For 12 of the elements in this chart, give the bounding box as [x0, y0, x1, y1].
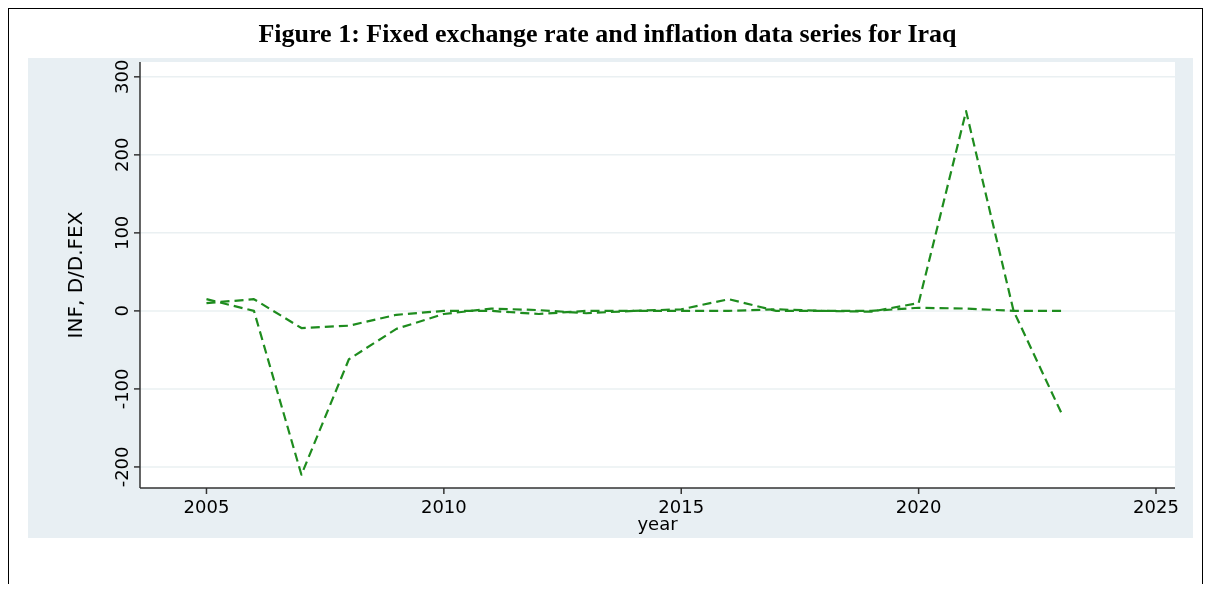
y-tick-label: 300 — [111, 59, 132, 94]
x-tick-label: 2020 — [895, 496, 942, 517]
y-tick-label: -200 — [111, 446, 132, 488]
chart-title: Figure 1: Fixed exchange rate and inflation data series for Iraq — [258, 19, 958, 48]
y-axis-title: INF, D/D.FEX — [63, 211, 87, 339]
y-tick-label: 200 — [111, 137, 132, 173]
y-tick-label: 100 — [111, 215, 132, 251]
y-tick-label: -100 — [111, 368, 132, 410]
x-tick-label: 2005 — [183, 496, 230, 517]
y-tick-label: 0 — [111, 305, 132, 317]
x-tick-label: 2025 — [1133, 496, 1179, 517]
x-tick-label: 2010 — [420, 496, 467, 517]
